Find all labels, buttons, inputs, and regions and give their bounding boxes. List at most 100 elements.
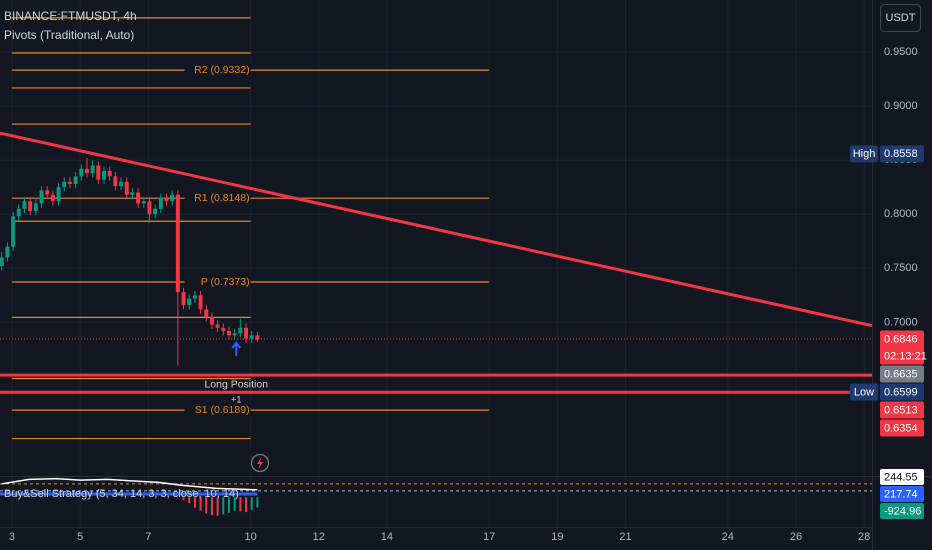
candle-body <box>158 197 163 209</box>
annotation-qty: +1 <box>231 394 241 404</box>
candle-body <box>56 187 61 202</box>
x-tick-label: 26 <box>790 531 802 543</box>
histogram-bar <box>222 497 225 515</box>
candle-body <box>170 194 175 202</box>
x-tick-label: 12 <box>313 531 325 543</box>
candle-body <box>90 165 95 174</box>
candle-body <box>79 168 84 177</box>
x-tick-label: 7 <box>145 531 151 543</box>
histogram-bar <box>239 497 242 512</box>
candle-body <box>209 316 214 325</box>
y-tick-label: 0.7000 <box>884 316 918 328</box>
badge-name: Low <box>854 386 874 398</box>
badge-name: High <box>853 148 876 160</box>
symbol-title: BINANCE:FTMUSDT, 4h <box>4 9 137 23</box>
x-tick-label: 21 <box>619 531 631 543</box>
candle-body <box>244 327 249 339</box>
x-tick-label: 14 <box>381 531 393 543</box>
histogram-bar <box>205 497 208 514</box>
candle-body <box>11 216 16 247</box>
histogram-bar <box>250 497 253 510</box>
x-tick-label: 17 <box>483 531 495 543</box>
x-tick-label: 28 <box>858 531 870 543</box>
x-tick-label: 5 <box>77 531 83 543</box>
pivot-label: P (0.7373) <box>201 276 250 288</box>
candle-body <box>96 165 101 180</box>
candle-body <box>187 298 192 306</box>
indicator-title: Buy&Sell Strategy (5, 34, 14, 3, 3, clos… <box>4 488 239 500</box>
candle-body <box>73 176 78 184</box>
price-badge <box>880 401 924 419</box>
candle-body <box>45 190 50 195</box>
histogram-bar <box>228 497 231 513</box>
currency-label[interactable]: USDT <box>886 12 916 24</box>
countdown: 02:13:21 <box>884 350 927 362</box>
y-tick-label: 0.9500 <box>884 46 918 58</box>
indicator-badge <box>880 503 924 519</box>
price-badge <box>880 145 924 163</box>
y-tick-label: 0.7500 <box>884 262 918 274</box>
alert-circle[interactable] <box>250 453 270 473</box>
candle-body <box>221 327 226 332</box>
price-badge-label: 0.6846 <box>884 333 918 345</box>
candle-body <box>113 176 118 187</box>
candle-body <box>249 335 254 339</box>
price-badge <box>880 365 924 383</box>
candle-body <box>147 201 152 215</box>
indicator-line <box>1 477 258 491</box>
candle-body <box>0 257 4 267</box>
alert-icon[interactable] <box>250 453 270 473</box>
price-badge-label: 0.6599 <box>884 386 918 398</box>
x-tick-label: 19 <box>551 531 563 543</box>
candle-body <box>198 295 203 310</box>
histogram-bar <box>256 497 259 508</box>
candle-body <box>153 208 158 215</box>
indicator-badge <box>880 469 924 485</box>
candle-body <box>141 201 146 204</box>
currency-button[interactable] <box>880 4 921 32</box>
price-badge-label: 0.8558 <box>884 148 918 160</box>
x-tick-label: 10 <box>244 531 256 543</box>
price-badge-label: 0.6354 <box>884 422 918 434</box>
histogram-bar <box>210 497 213 516</box>
candle-body <box>238 327 243 334</box>
candle-body <box>5 246 10 258</box>
annotation-label: Long Position <box>204 379 268 391</box>
indicator-title: Pivots (Traditional, Auto) <box>4 28 134 42</box>
histogram-bar <box>245 497 248 513</box>
candle-body <box>67 181 72 184</box>
indicator-badge-label: 217.74 <box>884 488 918 500</box>
candle-body <box>215 324 220 328</box>
candle-body <box>50 194 55 202</box>
histogram-bar <box>193 497 196 508</box>
alert-bolt[interactable] <box>257 457 263 469</box>
price-badge <box>880 330 924 365</box>
candle-body <box>181 292 186 306</box>
histogram-bar <box>216 497 219 516</box>
y-tick-label: 0.9000 <box>884 100 918 112</box>
price-badge-label: 0.6513 <box>884 404 918 416</box>
candle-body <box>28 201 33 211</box>
candle-body <box>227 331 232 336</box>
candle-body <box>22 201 27 209</box>
candle-body <box>16 208 21 217</box>
x-tick-label: 24 <box>722 531 734 543</box>
candle-body <box>84 168 89 174</box>
pivot-label-bg <box>184 63 251 78</box>
long-arrow <box>231 341 242 356</box>
pivot-label: R1 (0.8148) <box>194 192 249 204</box>
candle-body <box>102 170 107 180</box>
histogram-bar <box>233 497 236 511</box>
indicator-badge-label: -924.96 <box>884 505 921 517</box>
indicator-badge-label: 244.55 <box>884 471 918 483</box>
candle-body <box>175 194 180 293</box>
candle-body <box>255 335 260 340</box>
indicator-badge <box>880 486 924 502</box>
pivot-label: S1 (0.6189) <box>195 404 250 416</box>
price-badge <box>880 383 924 401</box>
candle-body <box>107 170 112 177</box>
histogram-bar <box>188 497 191 504</box>
indicator-pane <box>0 477 872 516</box>
